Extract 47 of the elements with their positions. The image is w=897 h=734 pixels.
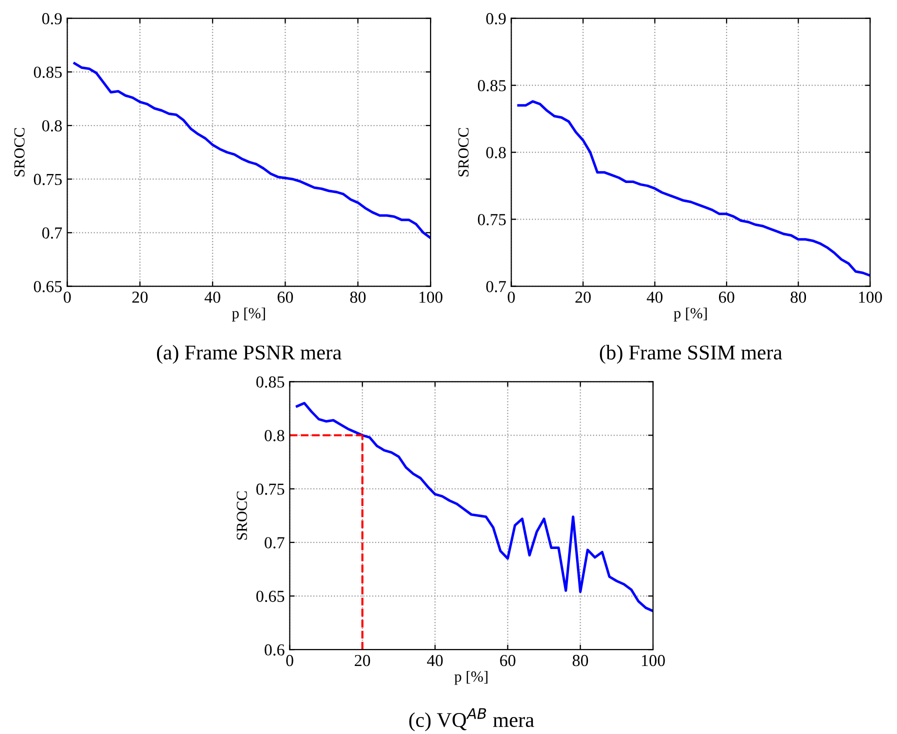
x-tick-label: 40 bbox=[204, 292, 220, 303]
y-tick-label: 0.7 bbox=[264, 537, 284, 548]
y-tick-label: 0.75 bbox=[478, 214, 506, 226]
y-tick-label: 0.85 bbox=[34, 66, 62, 78]
x-tick-label: 60 bbox=[500, 654, 516, 666]
y-tick-label: 0.7 bbox=[42, 227, 62, 239]
x-tick-label: 60 bbox=[278, 292, 293, 303]
y-tick-label: 0.85 bbox=[256, 376, 284, 388]
y-tick-label: 0.75 bbox=[256, 484, 284, 495]
y-tick-label: 0.65 bbox=[256, 590, 284, 602]
y-tick-label: 0.8 bbox=[42, 120, 62, 132]
y-tick-label: 0.8 bbox=[486, 147, 506, 158]
text: (c) VQ$^{AB}$ mera bbox=[409, 708, 534, 732]
x-tick-label: 80 bbox=[572, 654, 588, 666]
x-axis-title: p [%] bbox=[232, 308, 265, 322]
text: (a) Frame PSNR mera bbox=[156, 344, 342, 364]
y-axis-title: SROCC bbox=[458, 128, 469, 176]
x-tick-label: 100 bbox=[420, 292, 442, 303]
line-series bbox=[73, 62, 431, 240]
y-tick-label: 0.85 bbox=[478, 80, 506, 92]
y-axis-title: SROCC bbox=[236, 491, 248, 540]
x-tick-label: 0 bbox=[508, 292, 515, 303]
y-tick-label: 0.7 bbox=[486, 280, 506, 292]
y-tick-label: 0.9 bbox=[42, 13, 62, 24]
x-tick-label: 100 bbox=[642, 654, 665, 666]
y-tick-label: 0.9 bbox=[486, 13, 506, 24]
text: (b) Frame SSIM mera bbox=[600, 344, 782, 364]
x-tick-label: 0 bbox=[286, 654, 294, 666]
x-tick-label: 40 bbox=[646, 292, 663, 303]
x-tick-label: 0 bbox=[64, 292, 71, 303]
x-tick-label: 20 bbox=[575, 292, 591, 303]
y-axis-title: SROCC bbox=[14, 128, 25, 176]
line-series bbox=[517, 100, 870, 277]
x-axis-title: p [%] bbox=[454, 670, 488, 685]
y-tick-label: 0.6 bbox=[264, 644, 284, 656]
x-tick-label: 80 bbox=[790, 292, 806, 303]
x-tick-label: 20 bbox=[132, 292, 148, 303]
y-tick-label: 0.65 bbox=[34, 280, 62, 292]
x-tick-label: 100 bbox=[859, 292, 882, 303]
x-tick-label: 20 bbox=[354, 654, 370, 666]
y-tick-label: 0.8 bbox=[264, 430, 284, 442]
x-tick-label: 40 bbox=[427, 654, 443, 666]
x-tick-label: 80 bbox=[350, 292, 366, 303]
x-axis-title: p [%] bbox=[674, 308, 707, 322]
y-tick-label: 0.75 bbox=[34, 174, 62, 186]
x-tick-label: 60 bbox=[718, 292, 734, 303]
line-series bbox=[296, 402, 654, 612]
